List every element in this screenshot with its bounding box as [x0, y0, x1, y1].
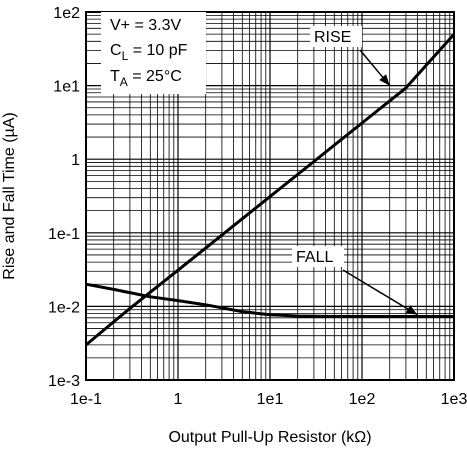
x-tick-label: 1e2 [349, 391, 376, 408]
x-tick-label: 1 [174, 391, 183, 408]
x-tick-label: 1e3 [441, 391, 467, 408]
series-arrow-head [379, 74, 390, 86]
plot-frame [85, 11, 455, 381]
label-layer: 1e-1 1 1e1 1e2 1e3 1e-3 1e-2 1e-1 1 1e1 1e2 RISE FAL… [48, 5, 467, 408]
y-tick-label: 1e2 [53, 5, 80, 22]
x-tick-label: 1e-1 [70, 391, 102, 408]
series-label-background [310, 26, 362, 47]
y-tick-label: 1e-1 [48, 226, 80, 243]
series-label-background [292, 246, 344, 267]
conditions-background [101, 12, 206, 94]
condition-cl: CL = 10 pF [110, 42, 188, 63]
y-axis-title: Rise and Fall Time (µA) [1, 112, 18, 279]
condition-cl-main: C [110, 42, 122, 59]
x-axis-title: Output Pull-Up Resistor (kΩ) [168, 429, 371, 446]
condition-ta: TA = 25°C [110, 68, 182, 89]
y-tick-label: 1e1 [53, 79, 80, 96]
y-tick-label: 1e-3 [48, 373, 80, 390]
condition-ta-sub: A [120, 75, 128, 89]
condition-ta-value: = 25°C [128, 68, 182, 85]
series-layer [85, 33, 456, 347]
series-line-fall [85, 282, 454, 318]
condition-vplus: V+ = 3.3V [110, 17, 181, 34]
condition-cl-value: = 10 pF [128, 42, 187, 59]
series-label-rise: RISE [314, 29, 351, 46]
series-arrow-head [405, 305, 418, 315]
condition-ta-main: T [110, 68, 120, 85]
y-tick-label: 1e-2 [48, 299, 80, 316]
x-tick-label: 1e1 [257, 391, 284, 408]
series-arrow-line [342, 269, 418, 316]
y-tick-label: 1 [71, 152, 80, 169]
series-label-fall: FALL [296, 249, 333, 266]
condition-cl-sub: L [122, 49, 129, 63]
conditions-box: V+ = 3.3V CL = 10 pF TA = 25°C [101, 12, 206, 94]
